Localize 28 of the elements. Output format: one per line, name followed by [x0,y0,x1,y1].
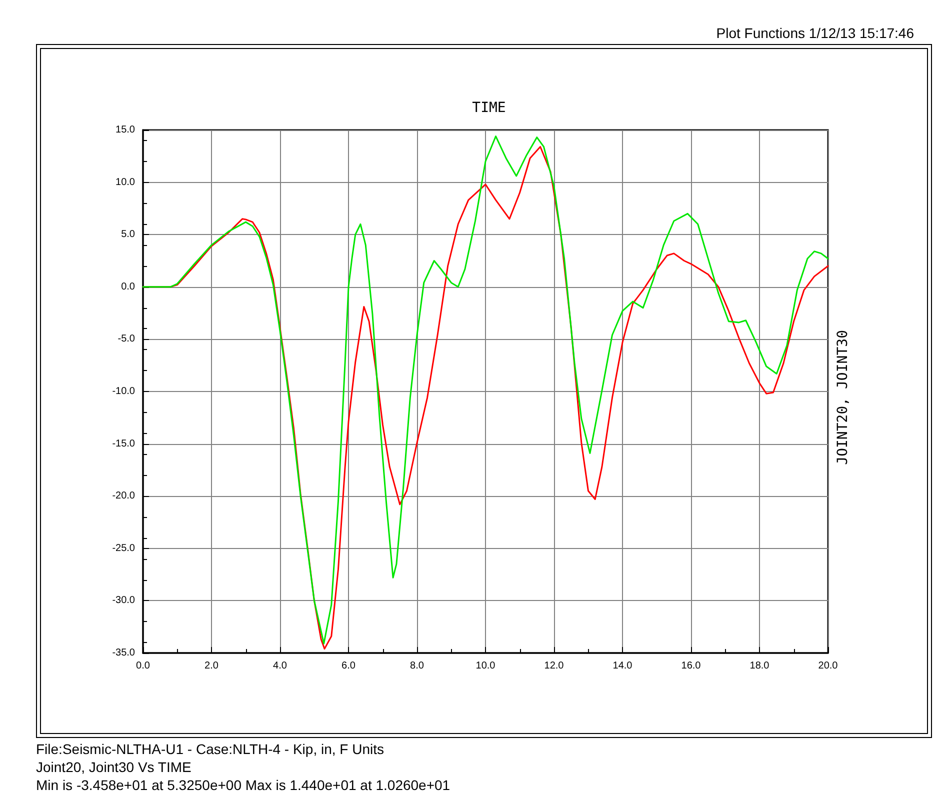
x-tick-label: 0.0 [136,660,150,672]
text: Min is -3.458e+01 at 5.3250e+00 Max is 1.440e+01 at 1.0260e+01 [36,777,450,793]
x-tick-label: 4.0 [273,660,288,672]
y-tick-label: -30.0 [112,595,136,606]
y-tick-label: 15.0 [116,124,136,136]
x-tick-label: 6.0 [342,660,356,672]
y-tick-label: 10.0 [116,176,136,188]
x-tick-label: 16.0 [681,660,702,672]
x-tick-label: 10.0 [476,660,496,672]
x-tick-label: 14.0 [612,660,633,672]
x-tick-label: 8.0 [410,660,424,672]
x-tick-label: 20.0 [818,660,838,672]
y-tick-label: -5.0 [118,334,136,345]
y-tick-label: -20.0 [112,490,136,502]
text: Plot Functions 1/12/13 15:17:46 [716,25,914,41]
x-tick-label: 12.0 [544,660,564,672]
y-tick-label: 5.0 [121,229,136,240]
x-axis-title: TIME [472,100,506,116]
y-tick-label: -35.0 [112,648,136,658]
y-tick-label: -15.0 [112,438,136,450]
text: File:Seismic-NLTHA-U1 - Case:NLTH-4 - Kip, in, F Units [36,741,384,757]
text: Joint20, Joint30 Vs TIME [36,759,192,775]
x-tick-label: 2.0 [204,660,219,672]
y-axis-title: JOINT20, JOINT30 [835,330,851,465]
y-tick-label: -25.0 [112,542,136,554]
y-tick-label: -10.0 [112,386,136,397]
x-tick-label: 18.0 [750,660,770,672]
y-tick-label: 0.0 [121,281,136,292]
